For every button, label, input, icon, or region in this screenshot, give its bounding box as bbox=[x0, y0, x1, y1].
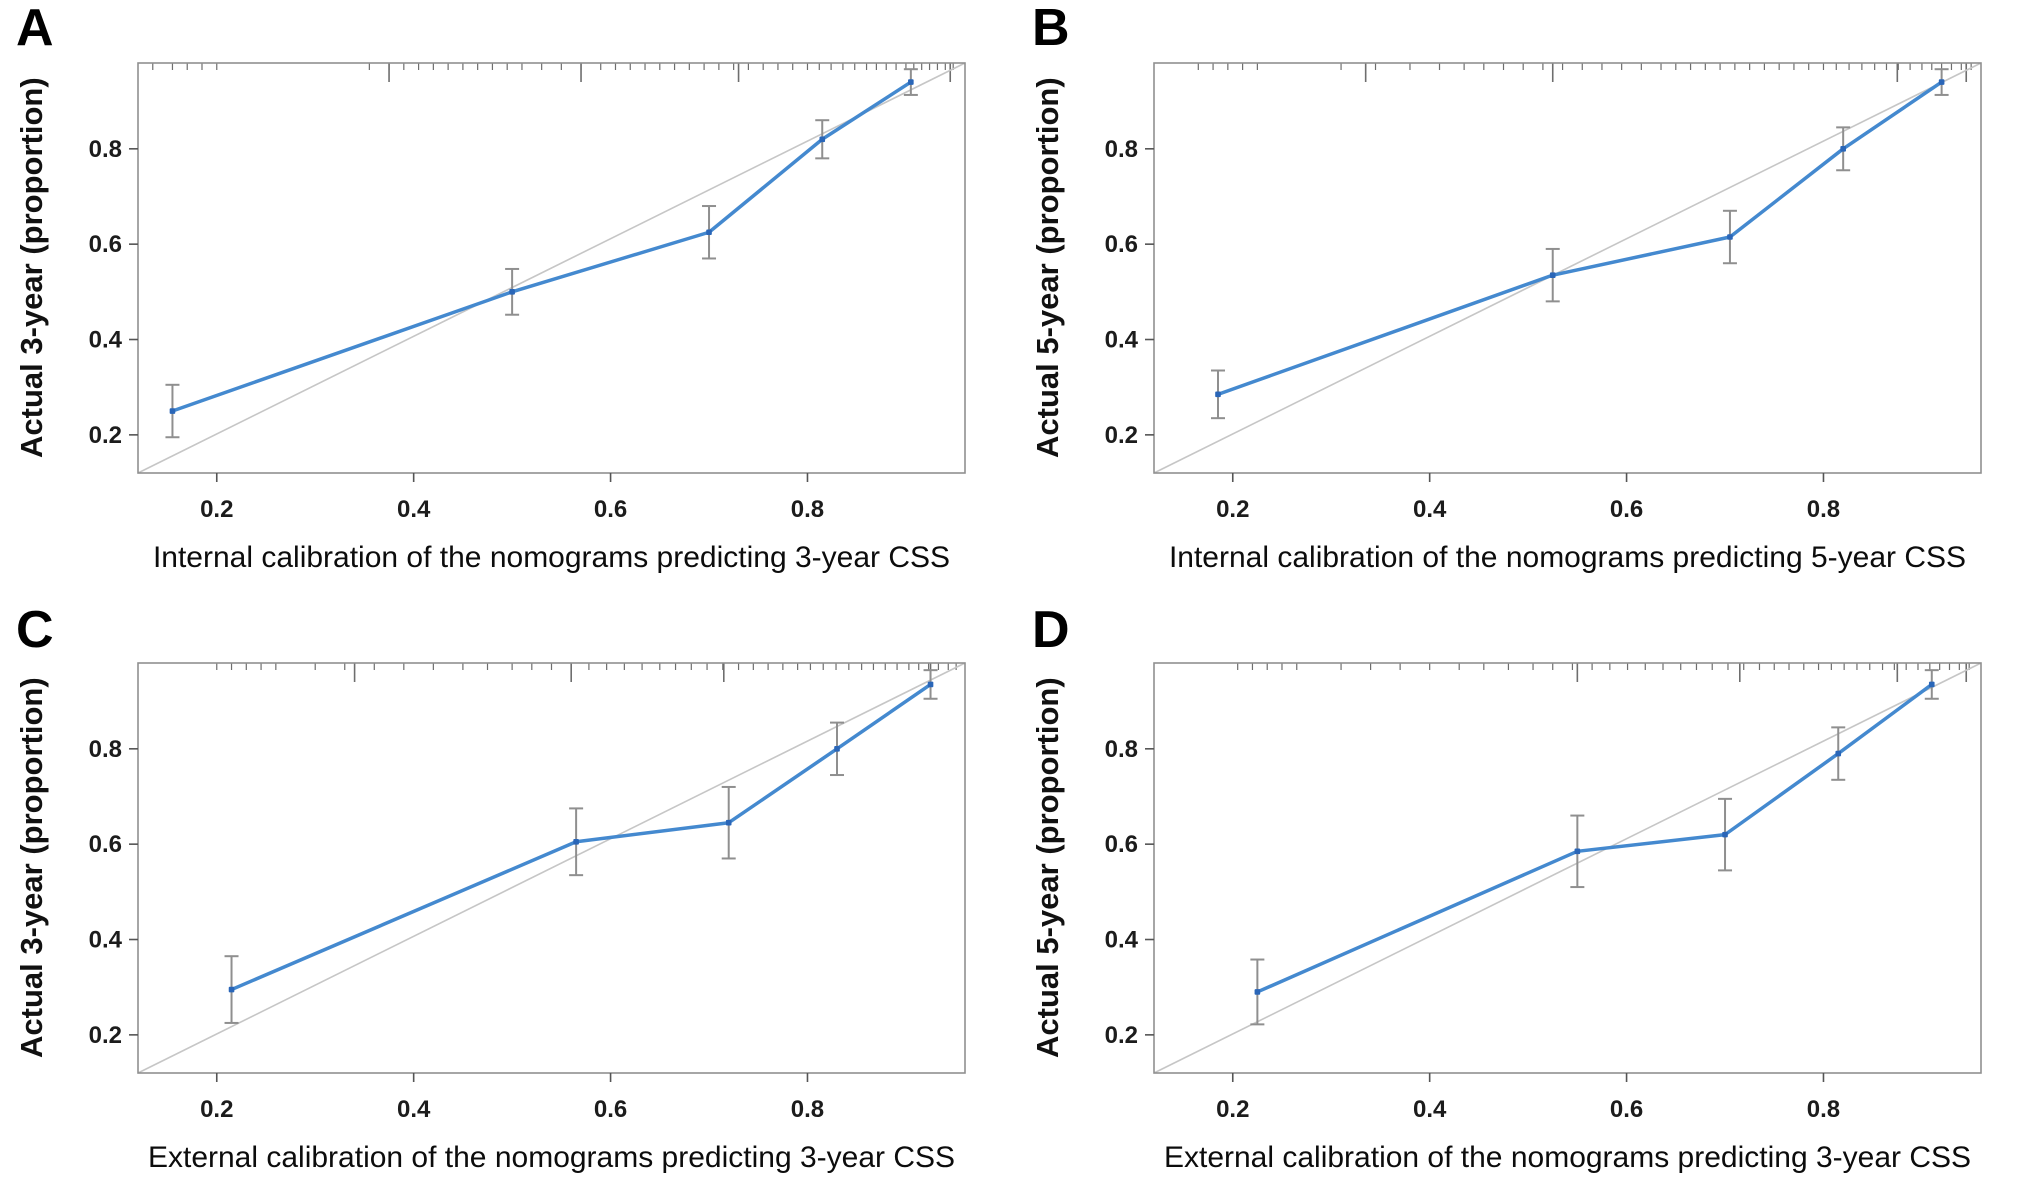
panel-d-caption: External calibration of the nomograms pr… bbox=[1163, 1141, 1972, 1174]
svg-text:0.4: 0.4 bbox=[89, 927, 123, 954]
error-bars bbox=[1250, 669, 1939, 1026]
svg-text:0.2: 0.2 bbox=[1216, 496, 1249, 523]
data-point-markers bbox=[1254, 681, 1935, 995]
svg-text:0.8: 0.8 bbox=[1105, 736, 1138, 763]
svg-text:0.4: 0.4 bbox=[1105, 327, 1139, 354]
panel-c-letter: C bbox=[16, 601, 55, 659]
svg-text:0.4: 0.4 bbox=[397, 1096, 431, 1123]
svg-text:0.4: 0.4 bbox=[1413, 1096, 1447, 1123]
svg-text:0.2: 0.2 bbox=[1105, 1022, 1138, 1049]
axis-ticks bbox=[129, 148, 809, 482]
svg-text:0.8: 0.8 bbox=[89, 136, 122, 163]
panel-a-caption: Internal calibration of the nomograms pr… bbox=[152, 541, 951, 574]
svg-text:0.4: 0.4 bbox=[1105, 927, 1139, 954]
svg-text:0.6: 0.6 bbox=[1105, 831, 1138, 858]
calibration-curve bbox=[170, 80, 913, 413]
svg-text:0.6: 0.6 bbox=[1105, 231, 1138, 258]
error-bars bbox=[165, 68, 918, 439]
axis-ticks bbox=[1145, 148, 1825, 482]
svg-text:0.6: 0.6 bbox=[1610, 1096, 1643, 1123]
rug-marks bbox=[152, 63, 954, 82]
panel-d: 0.2 0.4 0.6 0.8 0.2 0.4 0.6 0.8 D Actual 5-year… bbox=[1016, 590, 2031, 1180]
svg-text:0.4: 0.4 bbox=[1413, 496, 1447, 523]
svg-text:0.6: 0.6 bbox=[89, 231, 122, 258]
svg-text:0.8: 0.8 bbox=[791, 496, 824, 523]
panel-d-letter: D bbox=[1032, 601, 1071, 659]
rug-marks bbox=[1237, 663, 1970, 682]
error-bars bbox=[224, 669, 938, 1024]
rug-marks bbox=[216, 663, 957, 682]
svg-text:0.8: 0.8 bbox=[89, 736, 122, 763]
svg-text:0.2: 0.2 bbox=[89, 422, 122, 449]
calibration-curve bbox=[1255, 682, 1934, 994]
svg-text:0.8: 0.8 bbox=[791, 1096, 824, 1123]
axis-tick-labels: 0.2 0.4 0.6 0.8 0.2 0.4 0.6 0.8 bbox=[89, 136, 825, 523]
panel-c: 0.2 0.4 0.6 0.8 0.2 0.4 0.6 0.8 C Actual 3-year… bbox=[0, 590, 1015, 1180]
plot-box bbox=[137, 62, 966, 474]
panel-d-plot: 0.2 0.4 0.6 0.8 0.2 0.4 0.6 0.8 bbox=[1105, 662, 1982, 1123]
axis-tick-labels: 0.2 0.4 0.6 0.8 0.2 0.4 0.6 0.8 bbox=[89, 736, 825, 1123]
svg-text:0.2: 0.2 bbox=[1216, 1096, 1249, 1123]
error-bars bbox=[1210, 68, 1949, 420]
panel-c-caption: External calibration of the nomograms pr… bbox=[147, 1141, 956, 1174]
svg-text:0.8: 0.8 bbox=[1807, 496, 1840, 523]
axis-ticks bbox=[129, 748, 809, 1082]
panel-a-plot: 0.2 0.4 0.6 0.8 0.2 0.4 0.6 0.8 bbox=[89, 62, 966, 523]
identity-diagonal-line bbox=[1153, 662, 1982, 1074]
identity-diagonal-line bbox=[137, 662, 966, 1074]
panel-b-caption: Internal calibration of the nomograms pr… bbox=[1168, 541, 1967, 574]
data-point-markers bbox=[228, 681, 934, 993]
panel-a: 0.2 0.4 0.6 0.8 0.2 0.4 0.6 0.8 A Actual 3-year… bbox=[0, 0, 1015, 590]
svg-text:0.4: 0.4 bbox=[89, 327, 123, 354]
svg-text:0.4: 0.4 bbox=[397, 496, 431, 523]
svg-text:0.6: 0.6 bbox=[594, 496, 627, 523]
plot-box bbox=[1153, 62, 1982, 474]
identity-diagonal-line bbox=[1153, 62, 1982, 474]
panel-b-letter: B bbox=[1032, 0, 1071, 57]
data-point-markers bbox=[1215, 79, 1945, 398]
panel-b: 0.2 0.4 0.6 0.8 0.2 0.4 0.6 0.8 B Actual 5-year… bbox=[1016, 0, 2031, 590]
svg-text:0.8: 0.8 bbox=[1807, 1096, 1840, 1123]
svg-text:0.2: 0.2 bbox=[89, 1022, 122, 1049]
svg-text:0.6: 0.6 bbox=[1610, 496, 1643, 523]
data-point-markers bbox=[169, 79, 914, 414]
panel-c-y-axis-label: Actual 3-year (proportion) bbox=[14, 677, 49, 1059]
panel-b-y-axis-label: Actual 5-year (proportion) bbox=[1030, 77, 1065, 459]
calibration-curve bbox=[229, 682, 933, 992]
rug-marks bbox=[1197, 63, 1972, 82]
panel-b-plot: 0.2 0.4 0.6 0.8 0.2 0.4 0.6 0.8 bbox=[1105, 62, 1982, 523]
svg-text:0.6: 0.6 bbox=[594, 1096, 627, 1123]
axis-ticks bbox=[1145, 748, 1825, 1082]
svg-text:0.2: 0.2 bbox=[200, 1096, 233, 1123]
identity-diagonal-line bbox=[137, 62, 966, 474]
svg-text:0.2: 0.2 bbox=[200, 496, 233, 523]
svg-text:0.2: 0.2 bbox=[1105, 422, 1138, 449]
panel-c-plot: 0.2 0.4 0.6 0.8 0.2 0.4 0.6 0.8 bbox=[89, 662, 966, 1123]
panel-d-y-axis-label: Actual 5-year (proportion) bbox=[1030, 677, 1065, 1059]
axis-tick-labels: 0.2 0.4 0.6 0.8 0.2 0.4 0.6 0.8 bbox=[1105, 736, 1841, 1123]
plot-box bbox=[137, 662, 966, 1074]
svg-text:0.8: 0.8 bbox=[1105, 136, 1138, 163]
svg-text:0.6: 0.6 bbox=[89, 831, 122, 858]
panel-a-y-axis-label: Actual 3-year (proportion) bbox=[14, 77, 49, 459]
axis-tick-labels: 0.2 0.4 0.6 0.8 0.2 0.4 0.6 0.8 bbox=[1105, 136, 1841, 523]
calibration-curve bbox=[1216, 80, 1944, 397]
plot-box bbox=[1153, 662, 1982, 1074]
panel-a-letter: A bbox=[16, 0, 55, 57]
